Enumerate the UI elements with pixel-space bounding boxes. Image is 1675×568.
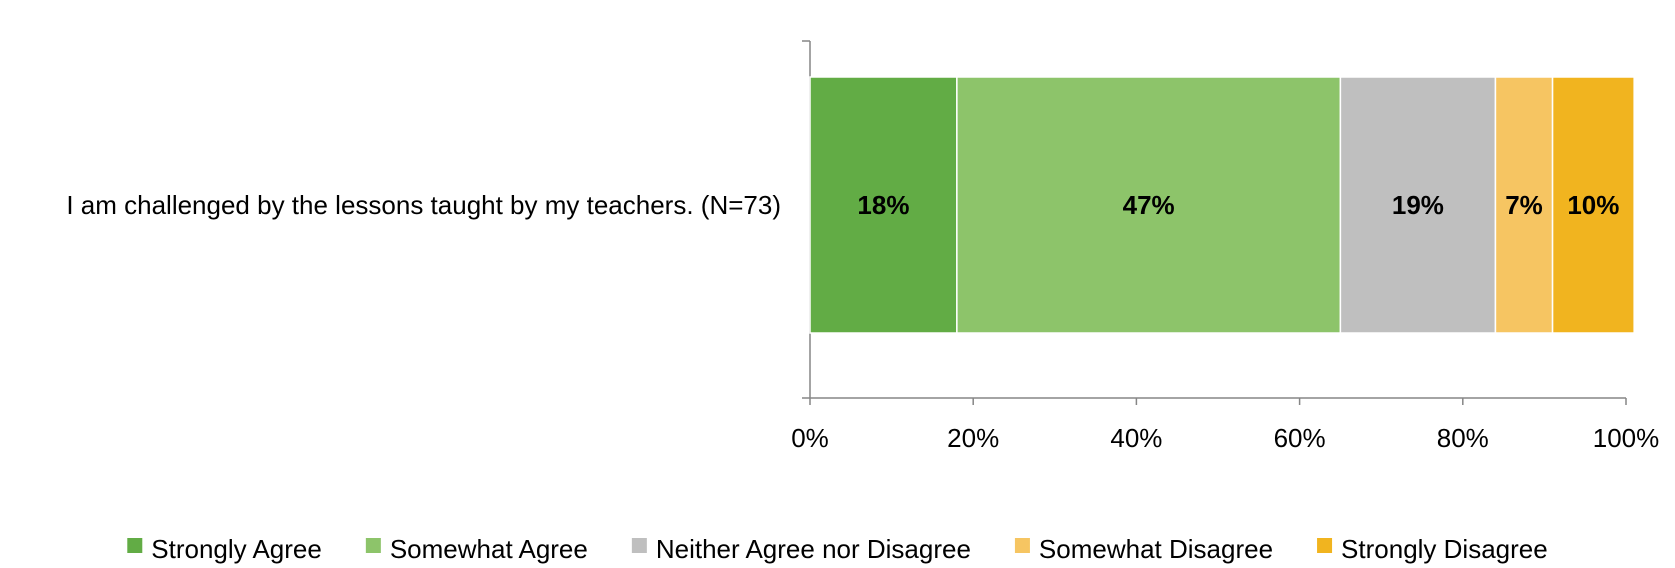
legend-label: Strongly Disagree — [1341, 534, 1548, 564]
data-label: 18% — [857, 190, 909, 220]
bar-segment — [1339, 76, 1497, 334]
legend-item: Strongly Agree — [127, 534, 322, 564]
x-tick-label: 0% — [791, 423, 829, 453]
legend-swatch — [1317, 538, 1333, 553]
data-label: 47% — [1123, 190, 1175, 220]
category-labels: I am challenged by the lessons taught by… — [66, 190, 781, 220]
bar-segment — [1494, 76, 1554, 334]
legend-label: Strongly Agree — [151, 534, 322, 564]
legend-swatch — [127, 538, 143, 553]
bars — [809, 76, 1635, 334]
legend-swatch — [631, 538, 647, 553]
x-tick-label: 40% — [1110, 423, 1162, 453]
data-labels: 18% 47% 19% 7% 10% — [857, 190, 1619, 220]
x-tick-labels: 0% 20% 40% 60% 80% 100% — [791, 423, 1659, 453]
legend-swatch — [365, 538, 381, 553]
data-label: 7% — [1505, 190, 1543, 220]
x-tick-label: 100% — [1593, 423, 1660, 453]
data-label: 19% — [1392, 190, 1444, 220]
legend-label: Somewhat Disagree — [1039, 534, 1273, 564]
legend-label: Neither Agree nor Disagree — [656, 534, 971, 564]
legend-item: Somewhat Agree — [365, 534, 588, 564]
x-tick-label: 60% — [1274, 423, 1326, 453]
bar-segment — [1551, 76, 1635, 334]
bar-segment — [809, 76, 958, 334]
legend-item: Strongly Disagree — [1317, 534, 1548, 564]
legend-label: Somewhat Agree — [390, 534, 588, 564]
bar-segment — [956, 76, 1342, 334]
x-tick-label: 80% — [1437, 423, 1489, 453]
legend: Strongly Agree Somewhat Agree Neither Agre… — [127, 534, 1548, 564]
legend-item: Neither Agree nor Disagree — [631, 534, 971, 564]
category-label: I am challenged by the lessons taught by… — [66, 190, 781, 220]
legend-item: Somewhat Disagree — [1014, 534, 1273, 564]
legend-swatch — [1014, 538, 1030, 553]
x-tick-label: 20% — [947, 423, 999, 453]
data-label: 10% — [1567, 190, 1619, 220]
